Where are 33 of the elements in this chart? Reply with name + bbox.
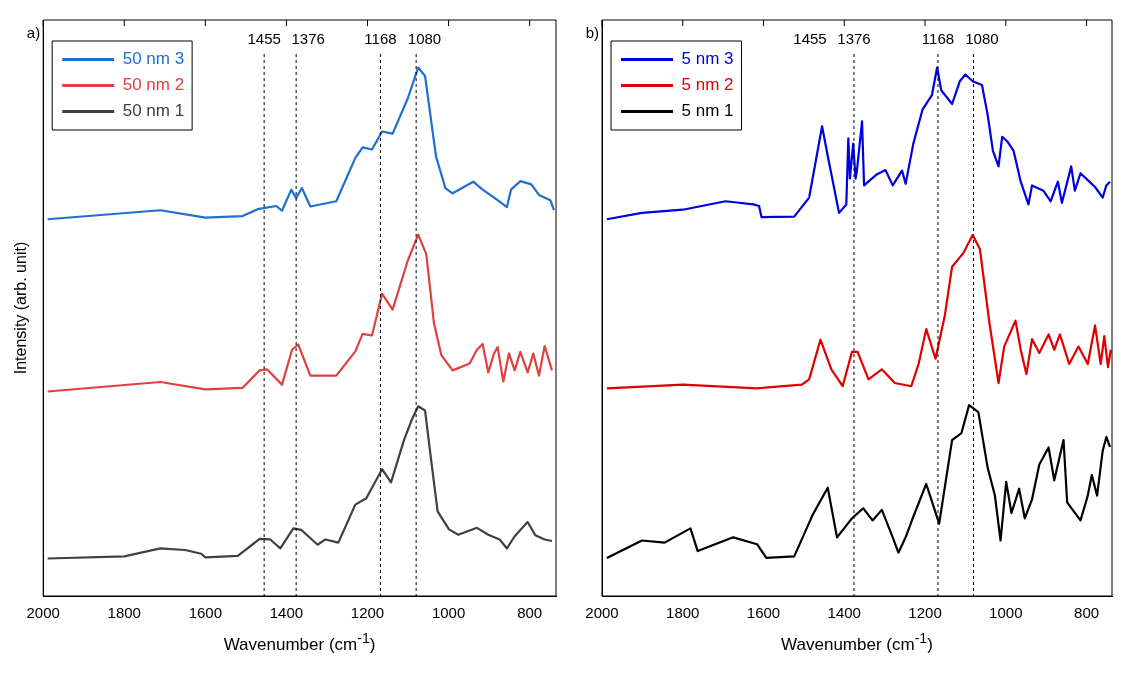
x-tick-label: 1400 [827,604,861,622]
ref-line-label: 1080 [407,30,442,48]
x-tick-label: 1800 [107,604,141,622]
text: 50 nm 3 [122,49,185,69]
x-tick-label: 800 [517,604,543,622]
ref-line-label: 1168 [921,30,955,48]
legend-label: 5 nm 1 [681,101,734,121]
ref-line-label: 1168 [364,30,397,48]
x-tick-label: 800 [1074,604,1100,622]
text: 1455 [793,30,827,48]
chart-title: b) [585,24,599,42]
chart-title: a) [26,24,41,42]
ref-line-label: 1376 [291,30,325,48]
ref-line-label: 1455 [247,30,281,48]
x-tick-label: 1600 [746,604,781,622]
x-tick-label: 1200 [350,604,385,622]
ref-line-label: 1376 [837,30,871,48]
x-tick-label: 1000 [431,604,466,622]
x-tick-label: 1400 [269,604,304,622]
x-tick-label: 1800 [666,604,700,622]
x-tick-label: 2000 [26,604,60,622]
x-tick-label: 1600 [188,604,223,622]
x-tick-label: 1200 [908,604,942,622]
legend-label: 5 nm 3 [681,49,734,69]
x-tick-label: 2000 [585,604,619,622]
text: 50 nm 1 [122,101,185,121]
legend-label: 5 nm 2 [681,75,734,95]
y-axis-title: Intensity (arb. unit) [12,241,30,375]
text: 50 nm 2 [122,75,185,95]
x-axis-title: Wavenumber (cm$^{-1}$) [780,630,934,655]
ref-line-label: 1080 [965,30,999,48]
x-axis-title: Wavenumber (cm$^{-1}$) [222,630,377,655]
x-tick-label: 1000 [989,604,1023,622]
